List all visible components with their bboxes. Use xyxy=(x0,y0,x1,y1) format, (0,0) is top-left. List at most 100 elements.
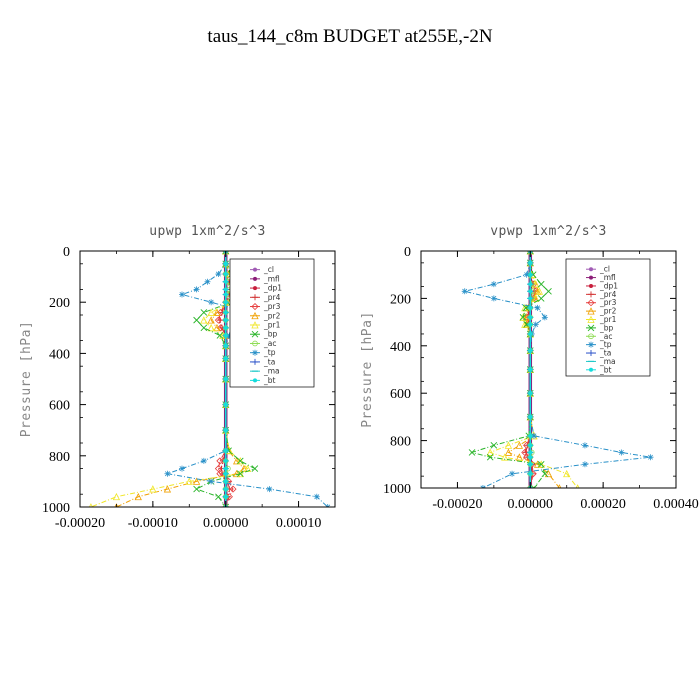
y-tick-label: 0 xyxy=(404,245,411,260)
data-point-pr2 xyxy=(232,457,241,465)
legend-marker xyxy=(587,299,595,307)
data-point-bt xyxy=(223,487,228,492)
legend-marker xyxy=(589,367,593,372)
figure-title: taus_144_c8m BUDGET at255E,-2N xyxy=(207,26,492,47)
data-point-bt xyxy=(223,343,228,348)
data-point-pr1 xyxy=(501,453,509,461)
data-point-pr2 xyxy=(213,323,221,332)
data-point-pr1 xyxy=(112,492,121,501)
data-point-bt xyxy=(223,279,228,284)
legend-item-bp: _bp xyxy=(586,323,614,332)
data-point-bp xyxy=(222,503,230,507)
legend-item-bp: _bp xyxy=(250,330,278,339)
data-point-pr2 xyxy=(207,316,215,324)
data-point-bt xyxy=(223,428,228,433)
y-axis-label: Pressure [hPa] xyxy=(360,311,375,428)
data-point-tp xyxy=(208,478,215,485)
y-tick-label: 200 xyxy=(49,296,70,311)
legend-item-pr3: _pr3 xyxy=(586,298,617,307)
data-point-bt xyxy=(223,261,228,266)
legend-item-mfl: _mfl xyxy=(250,274,280,283)
legend-marker xyxy=(587,324,595,332)
legend-item-pr4: _pr4 xyxy=(250,293,281,302)
data-point-pr2 xyxy=(192,477,201,485)
series-bt xyxy=(223,251,228,507)
data-point-bp xyxy=(236,470,244,478)
plot-panels: upwp 1xm^2/s^3 Pressure [hPa] 0 200 400 600 80… xyxy=(19,224,699,531)
data-point-tp xyxy=(193,286,200,293)
data-point-bt xyxy=(223,310,228,315)
x-tick-label: 0.00040 xyxy=(653,497,699,512)
data-point-bt xyxy=(223,377,228,381)
data-point-bt xyxy=(223,318,228,323)
legend-label: _ac xyxy=(599,332,612,341)
legend-item-ma: _ma xyxy=(250,367,280,376)
data-point-bp xyxy=(519,314,527,321)
data-point-bt xyxy=(528,260,533,265)
legend-marker xyxy=(251,302,259,311)
data-point-pr1 xyxy=(535,287,544,295)
y-tick-label: 1000 xyxy=(383,482,411,497)
data-point-bt xyxy=(223,466,228,471)
data-point-tp xyxy=(530,432,537,439)
data-point-tp xyxy=(581,461,588,468)
legend-box xyxy=(229,258,315,388)
legend-label: _tp xyxy=(599,340,612,349)
x-tick-label: 0.00000 xyxy=(203,516,249,531)
legend-label: _pr4 xyxy=(599,290,617,299)
data-point-tp xyxy=(523,271,530,278)
data-point-bt xyxy=(528,322,533,327)
plot-frame xyxy=(420,250,677,489)
data-point-bt xyxy=(223,458,228,463)
data-point-tp xyxy=(208,299,215,306)
legend-item-ma: _ma xyxy=(586,357,616,366)
data-point-pr2 xyxy=(213,308,221,316)
data-point-bt xyxy=(528,455,533,460)
legend-marker xyxy=(252,294,258,301)
legend-item-cl: _cl xyxy=(250,265,274,274)
series-bt xyxy=(528,251,533,488)
data-point-bp xyxy=(545,287,552,295)
legend-marker xyxy=(589,275,593,280)
data-point-pr1 xyxy=(563,469,571,478)
legend-marker xyxy=(253,378,257,383)
legend-label: _dp1 xyxy=(263,284,282,293)
x-tick-label: 0.00010 xyxy=(276,516,322,531)
data-point-bt xyxy=(528,289,533,294)
legend-label: _bt xyxy=(263,376,276,385)
legend-item-pr1: _pr1 xyxy=(250,321,281,330)
data-point-bt xyxy=(223,287,228,292)
y-tick-label: 600 xyxy=(49,399,70,414)
data-point-tp xyxy=(541,314,548,321)
y-tick-label: 200 xyxy=(390,292,411,307)
legend-label: _bp xyxy=(599,323,614,332)
data-point-tp xyxy=(509,470,516,477)
data-point-bt xyxy=(528,471,533,476)
series-line-pr1 xyxy=(488,251,579,488)
data-point-pr2 xyxy=(240,464,248,472)
legend-marker xyxy=(588,341,594,348)
legend-label: _pr1 xyxy=(599,315,617,324)
data-point-bt xyxy=(528,272,533,277)
y-tick-label: 600 xyxy=(390,387,411,402)
data-point-tp xyxy=(204,278,211,285)
legend-item-dp1: _dp1 xyxy=(586,281,618,290)
chart-title: vpwp 1xm^2/s^3 xyxy=(490,224,607,239)
legend-label: _ta xyxy=(599,349,611,358)
data-point-tp xyxy=(200,457,207,464)
data-point-bp xyxy=(193,316,200,324)
data-point-bp xyxy=(200,309,208,316)
legend-label: _cl xyxy=(263,265,274,274)
x-tick-label: 0.00000 xyxy=(508,497,554,512)
data-point-tp xyxy=(532,321,539,328)
y-tick-label: 400 xyxy=(390,340,411,355)
legend-marker xyxy=(588,291,594,298)
data-point-pr3 xyxy=(216,457,224,465)
data-point-pr3 xyxy=(217,308,225,317)
legend-label: _pr4 xyxy=(263,293,281,302)
data-point-bt xyxy=(223,356,228,361)
legend-label: _ma xyxy=(263,367,280,376)
plot-frame xyxy=(79,250,336,508)
data-point-bt xyxy=(528,367,533,372)
legend-label: _pr3 xyxy=(263,302,281,311)
